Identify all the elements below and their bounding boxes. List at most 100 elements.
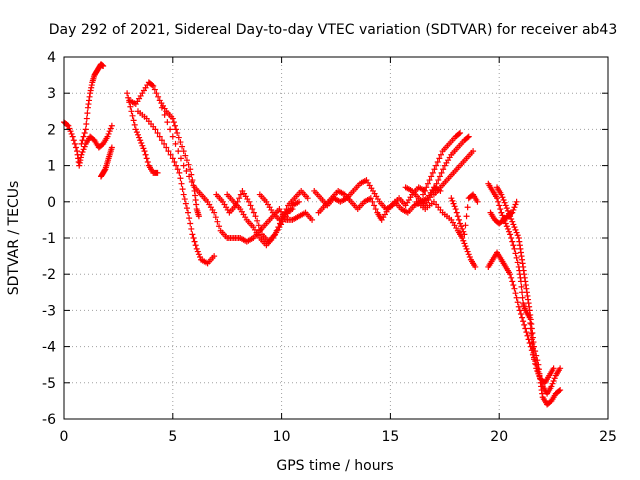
data-point	[237, 191, 244, 198]
data-point	[462, 222, 469, 229]
data-point	[136, 134, 143, 141]
data-point	[510, 242, 517, 249]
data-point	[463, 245, 470, 252]
data-point	[497, 206, 504, 213]
data-point	[130, 117, 137, 124]
data-point	[449, 197, 456, 204]
data-point	[550, 365, 557, 372]
data-point	[154, 169, 161, 176]
data-point	[134, 131, 141, 138]
data-point	[197, 254, 203, 261]
data-point	[457, 220, 464, 227]
data-point	[150, 82, 157, 89]
data-point	[195, 251, 202, 258]
data-point	[514, 232, 521, 239]
data-point	[252, 213, 259, 220]
data-point	[71, 140, 78, 147]
data-point	[66, 125, 73, 132]
data-point	[455, 130, 462, 137]
data-point	[155, 93, 162, 100]
data-point	[511, 224, 518, 231]
data-point	[216, 223, 223, 230]
data-point	[176, 169, 183, 176]
data-point	[436, 155, 443, 162]
data-point	[152, 126, 159, 133]
data-point	[81, 130, 88, 137]
y-tick-label: -2	[42, 267, 56, 283]
grid	[64, 57, 608, 419]
data-point	[498, 191, 505, 198]
data-point	[64, 121, 71, 128]
data-point	[133, 129, 140, 136]
data-point	[163, 144, 170, 151]
data-point	[464, 134, 471, 141]
data-point	[534, 368, 541, 375]
data-point	[154, 130, 161, 137]
data-point	[164, 119, 171, 126]
data-point	[170, 119, 177, 126]
data-point	[132, 126, 139, 133]
data-point	[434, 158, 441, 165]
data-point	[508, 210, 515, 217]
y-tick-label: 2	[47, 122, 56, 138]
data-point	[140, 145, 147, 152]
data-point	[461, 240, 468, 247]
data-point	[516, 307, 523, 314]
data-point	[249, 206, 256, 213]
data-point	[158, 137, 165, 144]
data-point	[454, 213, 461, 220]
data-point	[304, 195, 311, 202]
data-point	[106, 128, 113, 135]
data-point	[514, 259, 521, 266]
data-point	[69, 133, 76, 140]
data-point	[254, 217, 261, 224]
data-point	[501, 199, 508, 206]
data-point	[169, 133, 176, 140]
y-axis-label: SDTVAR / TECUs	[6, 181, 22, 296]
data-point	[440, 166, 447, 173]
data-point	[474, 198, 481, 205]
data-point	[107, 125, 114, 132]
data-point	[195, 213, 202, 220]
data-point	[177, 155, 184, 162]
y-tick-label: -4	[42, 340, 56, 356]
data-point	[144, 158, 151, 165]
series-trace-3	[97, 144, 115, 180]
data-point	[83, 115, 90, 122]
data-point	[511, 285, 518, 292]
data-point	[551, 375, 558, 382]
data-point	[68, 130, 75, 137]
data-point	[175, 134, 182, 141]
y-tick-label: 1	[47, 159, 56, 175]
data-point	[72, 144, 79, 151]
data-point	[550, 377, 557, 384]
data-point	[529, 351, 536, 358]
data-point	[495, 198, 502, 205]
data-point	[508, 235, 515, 241]
data-point	[499, 194, 506, 201]
data-point	[494, 195, 501, 202]
data-point	[508, 215, 515, 222]
data-point	[167, 151, 174, 158]
data-point	[190, 235, 197, 241]
y-tick-label: -3	[42, 303, 56, 319]
data-point	[515, 303, 522, 310]
y-tick-label: -6	[42, 412, 56, 428]
data-point	[173, 162, 180, 169]
data-point	[183, 157, 190, 164]
data-point	[521, 321, 528, 328]
series-trace-15	[430, 148, 477, 198]
data-point	[465, 133, 472, 140]
x-axis-label: GPS time / hours	[276, 458, 393, 474]
data-point	[509, 278, 516, 285]
data-point	[464, 204, 471, 211]
x-tick-label: 20	[490, 429, 508, 445]
data-point	[211, 209, 218, 216]
data-point	[141, 148, 148, 155]
data-point	[143, 155, 150, 162]
data-point	[138, 139, 145, 146]
data-point	[435, 177, 442, 184]
data-point	[105, 130, 112, 137]
data-point	[511, 245, 518, 252]
